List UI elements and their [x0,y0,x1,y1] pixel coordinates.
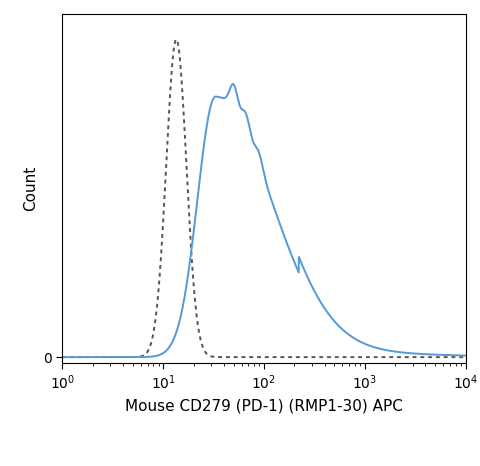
Y-axis label: Count: Count [23,166,37,212]
X-axis label: Mouse CD279 (PD-1) (RMP1-30) APC: Mouse CD279 (PD-1) (RMP1-30) APC [125,398,403,413]
